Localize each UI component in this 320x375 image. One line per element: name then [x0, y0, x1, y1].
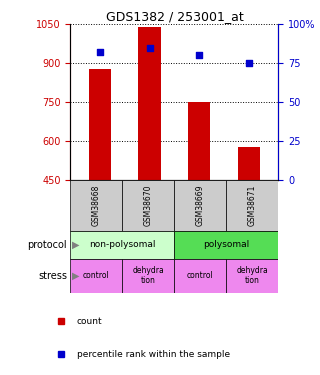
Text: control: control	[187, 271, 214, 280]
Text: GSM38669: GSM38669	[196, 184, 205, 226]
Text: polysomal: polysomal	[203, 240, 250, 249]
Title: GDS1382 / 253001_at: GDS1382 / 253001_at	[106, 10, 243, 23]
Text: stress: stress	[38, 271, 67, 280]
Bar	[237, 147, 260, 180]
Point	[147, 45, 152, 51]
Text: non-polysomal: non-polysomal	[89, 240, 156, 249]
Bar	[188, 102, 210, 180]
Text: GSM38670: GSM38670	[144, 184, 153, 226]
Text: dehydra
tion: dehydra tion	[236, 266, 268, 285]
FancyBboxPatch shape	[174, 259, 227, 292]
FancyBboxPatch shape	[174, 180, 227, 231]
FancyBboxPatch shape	[70, 231, 174, 259]
FancyBboxPatch shape	[123, 180, 174, 231]
FancyBboxPatch shape	[123, 259, 174, 292]
Text: protocol: protocol	[28, 240, 67, 250]
Point	[196, 53, 202, 58]
FancyBboxPatch shape	[227, 259, 278, 292]
FancyBboxPatch shape	[174, 231, 278, 259]
FancyBboxPatch shape	[227, 180, 278, 231]
Text: GSM38671: GSM38671	[248, 184, 257, 226]
FancyBboxPatch shape	[70, 180, 123, 231]
Text: control: control	[83, 271, 110, 280]
Text: percentile rank within the sample: percentile rank within the sample	[77, 350, 230, 359]
FancyBboxPatch shape	[70, 259, 123, 292]
Text: ▶: ▶	[72, 240, 79, 250]
Bar	[89, 69, 111, 180]
Text: count: count	[77, 317, 102, 326]
Bar	[139, 27, 161, 180]
Point	[98, 50, 103, 55]
Text: ▶: ▶	[72, 271, 79, 280]
Text: GSM38668: GSM38668	[92, 184, 101, 226]
Point	[246, 60, 251, 66]
Text: dehydra
tion: dehydra tion	[132, 266, 164, 285]
